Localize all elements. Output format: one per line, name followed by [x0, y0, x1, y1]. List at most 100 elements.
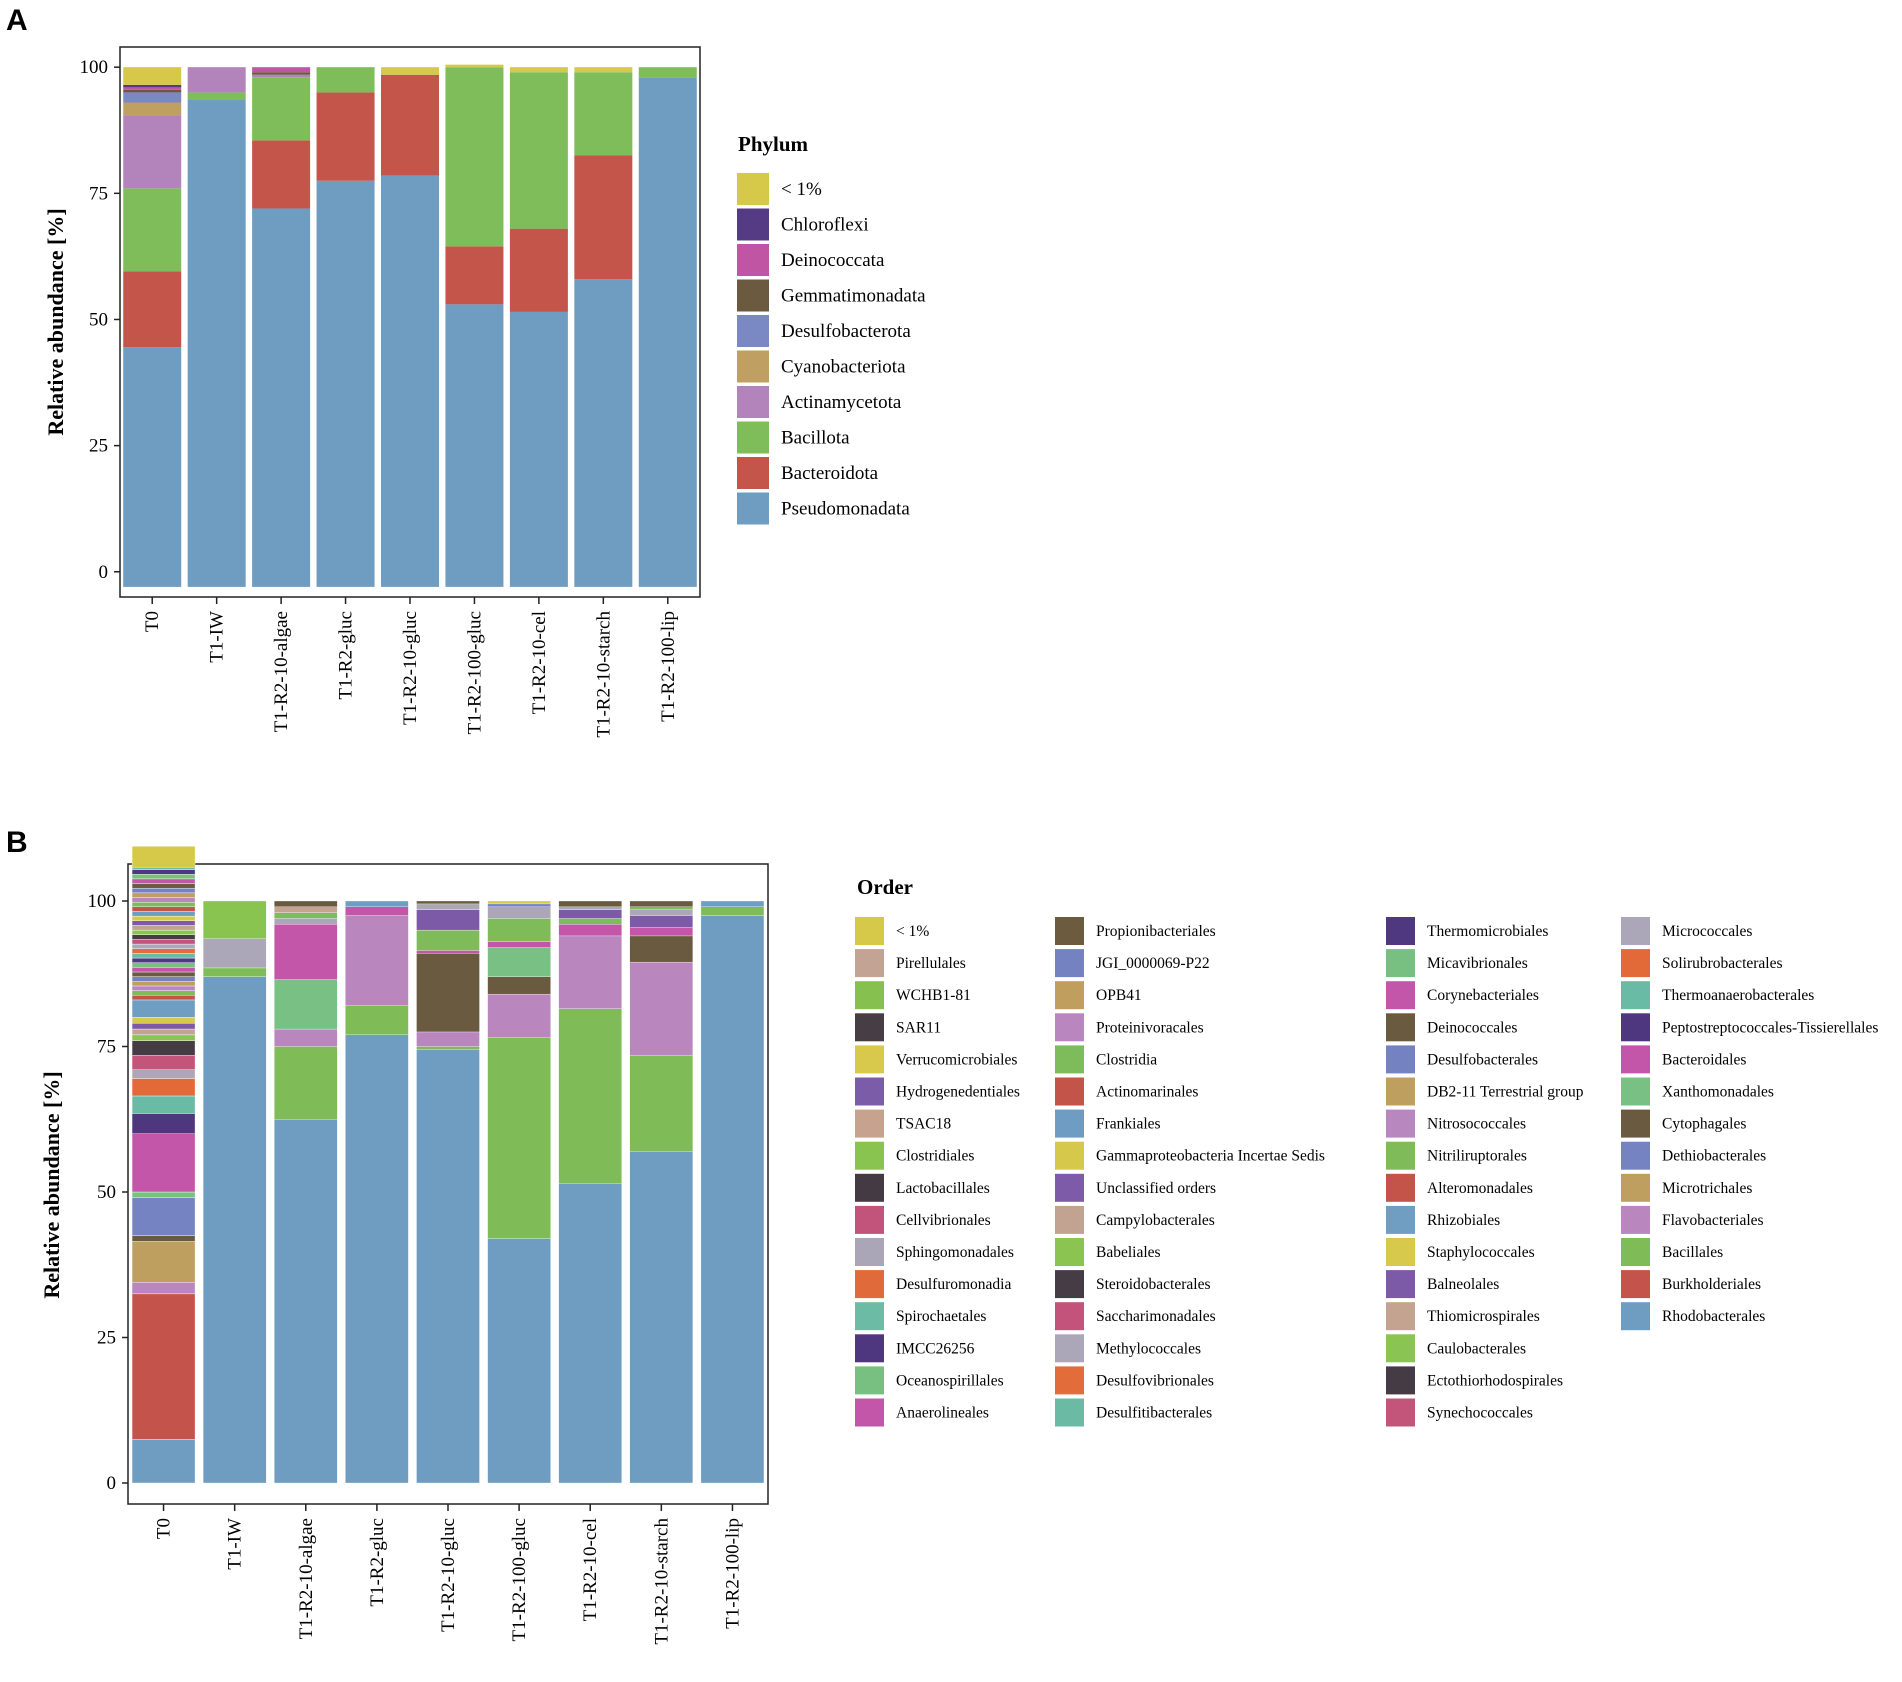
legend-swatch-desulfuromonadia: [855, 1270, 884, 1299]
bar-t1-r2-100-gluc-segment-3: [487, 976, 551, 995]
legend-swatch-gemmatimonadata: [737, 279, 769, 312]
legend-label-micrococcales: Micrococcales: [1662, 923, 1752, 940]
y-tick-label-0: 0: [107, 1473, 117, 1494]
bar-t1-r2-10-algae-segment-1: [274, 1046, 338, 1120]
legend-swatch-verrucomicrobiales: [855, 1045, 884, 1074]
bar-t0-segment-24: [131, 971, 196, 977]
bar-t0-segment-25: [131, 967, 196, 973]
legend-label-desulfitibacterales: Desulfitibacterales: [1096, 1405, 1212, 1422]
bar-t0-segment-5: [131, 1197, 196, 1236]
legend-swatch-spirochaetales: [855, 1302, 884, 1331]
bar-t1-r2-10-cel-segment-2: [558, 935, 622, 1009]
legend-swatch-imcc26256: [855, 1334, 884, 1363]
bar-t0-desulfobacterota: [123, 92, 182, 103]
chart-b-legend: < 1% Pirellulales WCHB1-81 SAR11 Verrucomicr…: [855, 917, 1878, 1427]
legend-label-saccharimonadales: Saccharimonadales: [1096, 1308, 1216, 1325]
bar-t0-segment-11: [131, 1069, 196, 1079]
bar-t1-r2-10-algae-actinamycetota: [252, 74, 311, 78]
legend-swatch-db2-11-terrestrial-group: [1386, 1077, 1415, 1106]
bar-t1-r2-gluc-bacillota: [316, 67, 375, 93]
bar-t0-bacteroidota: [123, 271, 182, 348]
legend-swatch-bacillota: [737, 421, 769, 454]
x-tick-label-t1-iw: T1-IW: [207, 611, 228, 663]
legend-label-1: < 1%: [781, 179, 822, 200]
bar-t1-iw-segment-2: [203, 938, 267, 969]
legend-label-methylococcales: Methylococcales: [1096, 1340, 1201, 1357]
bar-t1-r2-10-starch-segment-6: [629, 909, 693, 916]
bar-t1-iw-segment-3: [203, 900, 267, 939]
bar-t0-segment-16: [131, 1023, 196, 1030]
legend-swatch-frankiales: [1055, 1109, 1084, 1138]
bar-t1-r2-10-algae-segment-7: [274, 906, 338, 913]
chart-b-legend-title: Order: [857, 875, 913, 899]
legend-label-xanthomonadales: Xanthomonadales: [1662, 1084, 1774, 1101]
bar-t1-r2-100-lip-segment-1: [700, 906, 765, 916]
bar-t1-r2-10-algae-segment-2: [274, 1028, 338, 1047]
legend-label-ectothiorhodospirales: Ectothiorhodospirales: [1427, 1372, 1563, 1389]
legend-label-anaerolineales: Anaerolineales: [896, 1405, 989, 1422]
legend-swatch-flavobacteriales: [1621, 1205, 1650, 1234]
bar-t0-segment-36: [131, 915, 196, 921]
x-tick-label-t1-r2-10-cel: T1-R2-10-cel: [529, 611, 550, 714]
legend-swatch-deinococcales: [1386, 1013, 1415, 1042]
chart-a-y-axis-title: Relative abundance [%]: [43, 208, 68, 435]
bar-t1-r2-10-starch-1: [574, 67, 633, 73]
legend-label-wchb1-81: WCHB1-81: [896, 987, 971, 1004]
legend-swatch-desulfitibacterales: [1055, 1398, 1084, 1427]
legend-swatch-cyanobacteriota: [737, 350, 769, 383]
legend-label-sar11: SAR11: [896, 1019, 941, 1036]
legend-swatch-campylobacterales: [1055, 1205, 1084, 1234]
bar-t1-r2-10-algae-segment-3: [274, 979, 338, 1030]
legend-swatch-deinococcata: [737, 244, 769, 276]
bar-t1-r2-100-gluc-segment-2: [487, 993, 551, 1038]
bar-t1-r2-10-gluc-segment-5: [416, 929, 480, 951]
x-tick-label-t1-r2-10-gluc: T1-R2-10-gluc: [438, 1518, 459, 1632]
legend-label-spirochaetales: Spirochaetales: [896, 1308, 986, 1325]
x-tick-label-t1-r2-10-gluc: T1-R2-10-gluc: [400, 611, 421, 725]
x-tick-label-t1-r2-10-starch: T1-R2-10-starch: [651, 1518, 672, 1645]
legend-swatch-micrococcales: [1621, 917, 1650, 945]
bar-t0-segment-17: [131, 1017, 196, 1024]
legend-label-burkholderiales: Burkholderiales: [1662, 1276, 1761, 1293]
x-tick-label-t1-r2-10-starch: T1-R2-10-starch: [593, 611, 614, 738]
bar-t1-iw-actinamycetota: [187, 67, 246, 93]
y-tick-label-0: 0: [99, 562, 109, 583]
bar-t0-segment-27: [131, 957, 196, 963]
chart-a-legend: < 1% Chloroflexi Deinococcata Gemmatimonada…: [737, 173, 926, 525]
legend-label-dethiobacterales: Dethiobacterales: [1662, 1148, 1766, 1165]
x-tick-label-t1-r2-10-algae: T1-R2-10-algae: [296, 1518, 317, 1639]
legend-swatch-corynebacteriales: [1386, 981, 1415, 1010]
bar-t1-r2-10-starch-segment-8: [629, 900, 693, 907]
legend-swatch-jgi-0000069-p22: [1055, 949, 1084, 978]
bar-t1-r2-10-cel-bacillota: [509, 72, 568, 229]
legend-swatch-pseudomonadata: [737, 492, 769, 525]
bar-t1-r2-gluc-segment-4: [345, 900, 409, 907]
bar-t0-segment-30: [131, 943, 196, 949]
legend-swatch-actinomarinales: [1055, 1077, 1084, 1106]
y-tick-label-75: 75: [89, 183, 108, 204]
bar-t0-segment-3: [131, 1241, 196, 1283]
legend-swatch-micavibrionales: [1386, 949, 1415, 978]
legend-label-nitrosococcales: Nitrosococcales: [1427, 1116, 1526, 1133]
legend-label-thiomicrospirales: Thiomicrospirales: [1427, 1308, 1540, 1325]
bar-t0-bacillota: [123, 188, 182, 272]
legend-label-micavibrionales: Micavibrionales: [1427, 955, 1528, 972]
bar-t0-deinococcata: [123, 87, 182, 90]
legend-swatch-saccharimonadales: [1055, 1302, 1084, 1331]
bar-t0-segment-8: [131, 1113, 196, 1135]
bar-t1-r2-gluc-segment-2: [345, 915, 409, 1006]
legend-swatch-clostridia: [1055, 1045, 1084, 1074]
bar-t1-r2-10-algae-segment-8: [274, 900, 338, 907]
x-tick-label-t0: T0: [154, 1518, 175, 1539]
bar-t1-r2-10-starch-segment-3: [629, 935, 693, 963]
bar-t0-segment-12: [131, 1055, 196, 1070]
legend-label-clostridia: Clostridia: [1096, 1051, 1157, 1068]
bar-t1-r2-100-gluc-bacteroidota: [445, 246, 504, 305]
legend-swatch-balneolales: [1386, 1270, 1415, 1299]
legend-swatch-gammaproteobacteria-incertae-sedis: [1055, 1141, 1084, 1170]
bar-t0-segment-10: [131, 1078, 196, 1097]
legend-label-desulfobacterota: Desulfobacterota: [781, 321, 911, 342]
legend-label-bacillales: Bacillales: [1662, 1244, 1723, 1261]
bar-t1-r2-10-gluc-segment-6: [416, 909, 480, 931]
bar-t1-iw-bacillota: [187, 92, 246, 100]
